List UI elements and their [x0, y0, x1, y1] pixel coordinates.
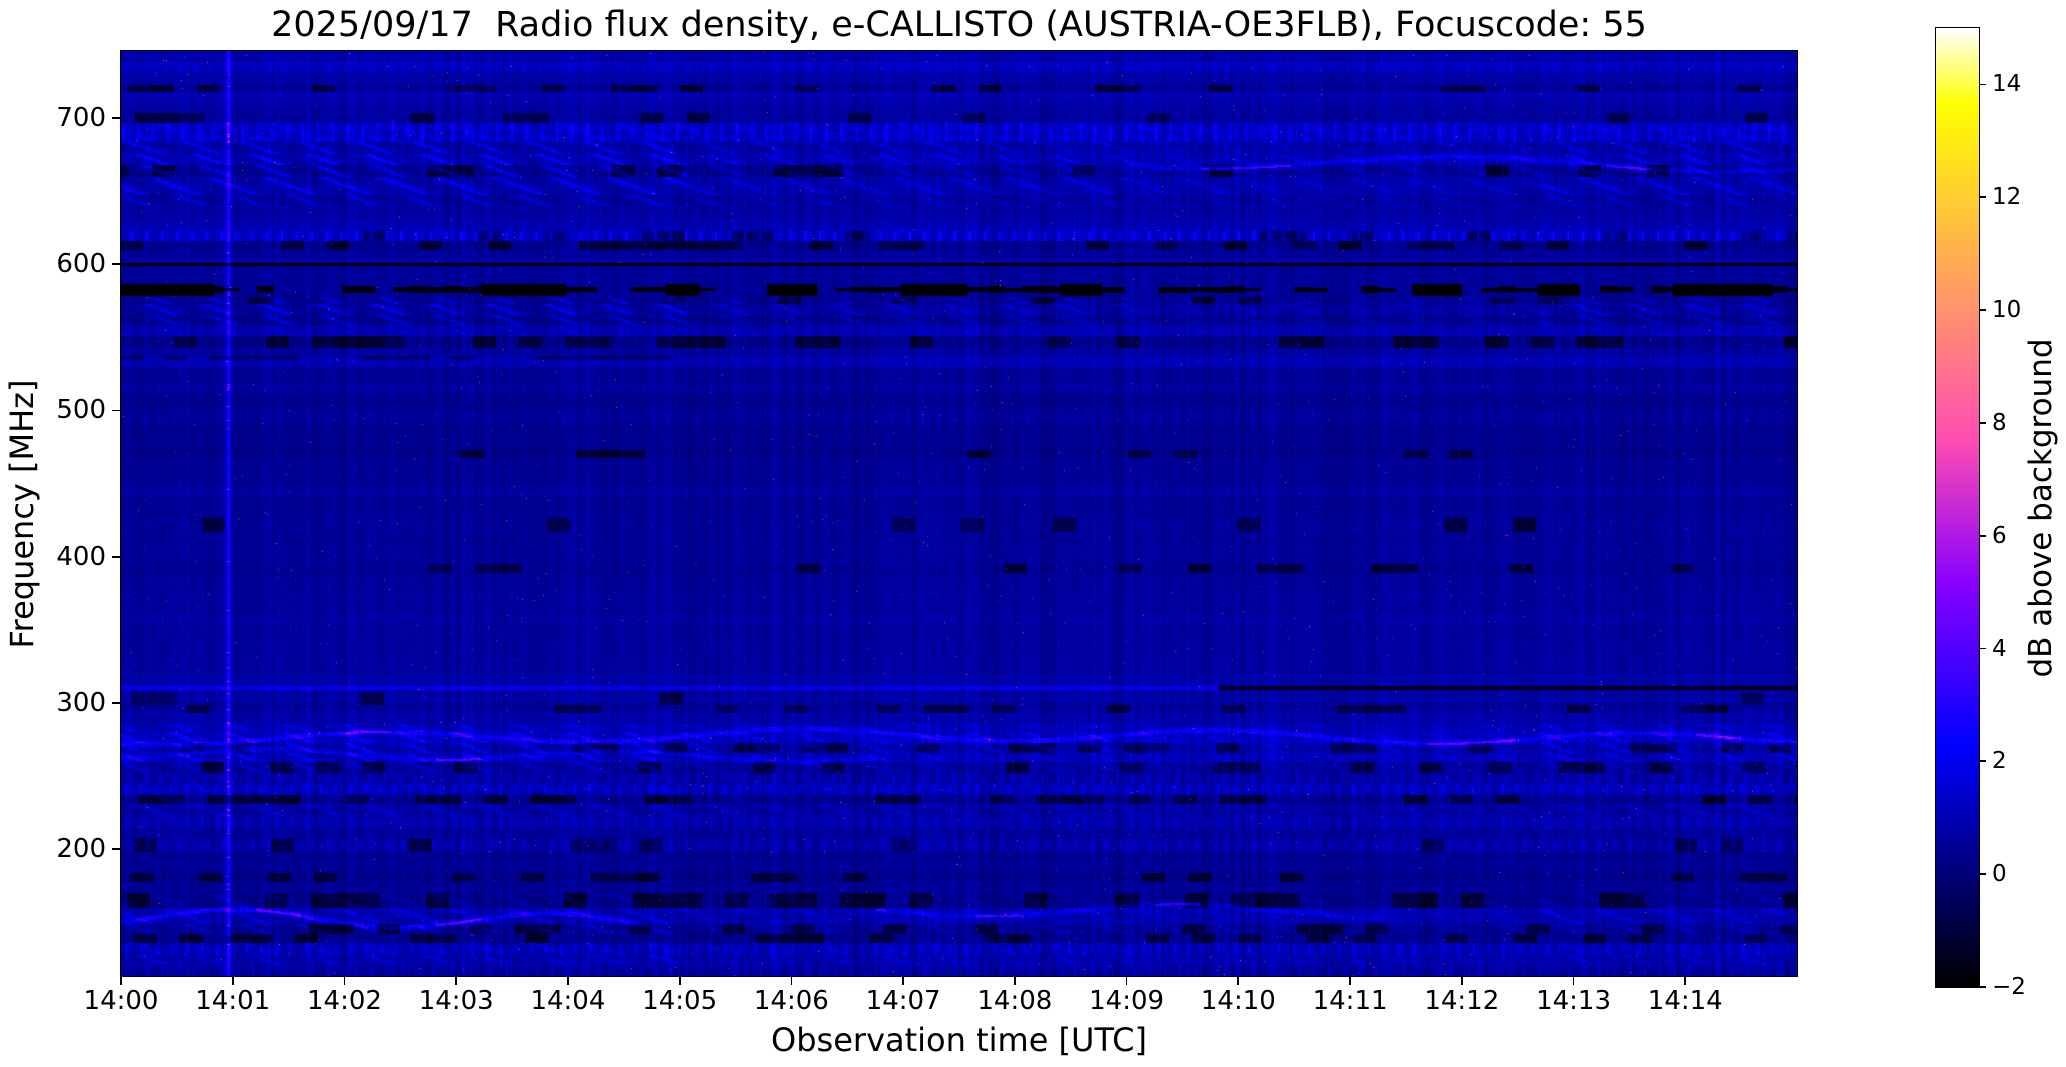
- chart-title: 2025/09/17 Radio flux density, e-CALLIST…: [271, 5, 1647, 45]
- x-tick-label: 14:12: [1424, 986, 1500, 1016]
- colorbar-tick-mark: [1979, 534, 1986, 537]
- y-tick-mark: [112, 409, 121, 412]
- x-tick-label: 14:11: [1312, 986, 1388, 1016]
- x-tick-mark: [567, 976, 569, 985]
- x-tick-label: 14:00: [83, 986, 159, 1016]
- y-tick-label: 700: [56, 103, 106, 134]
- y-tick-mark: [112, 701, 121, 704]
- colorbar-tick-mark: [1979, 196, 1986, 199]
- x-tick-label: 14:05: [642, 986, 718, 1016]
- x-tick-label: 14:13: [1536, 986, 1611, 1016]
- x-tick-mark: [1125, 976, 1128, 985]
- colorbar-tick-mark: [1979, 873, 1986, 876]
- y-tick-label: 300: [56, 687, 106, 718]
- x-tick-mark: [1013, 976, 1016, 985]
- x-tick-mark: [455, 976, 458, 985]
- colorbar-tick-label: 0: [1992, 861, 2007, 888]
- colorbar-gradient: [1936, 28, 1979, 987]
- colorbar-tick-label: 10: [1992, 297, 2022, 324]
- x-tick-label: 14:01: [195, 986, 271, 1016]
- y-tick-label: 400: [56, 541, 106, 572]
- x-tick-mark: [678, 976, 681, 985]
- y-tick-mark: [112, 263, 121, 266]
- x-tick-label: 14:09: [1089, 986, 1165, 1016]
- x-tick-mark: [343, 976, 346, 985]
- colorbar-tick-mark: [1979, 83, 1986, 86]
- y-tick-label: 500: [56, 395, 106, 426]
- x-tick-mark: [231, 976, 234, 985]
- x-tick-label: 14:03: [418, 986, 494, 1016]
- x-tick-mark: [1237, 976, 1240, 985]
- x-tick-mark: [1684, 976, 1687, 985]
- x-tick-mark: [1572, 976, 1575, 985]
- x-tick-mark: [1460, 976, 1463, 985]
- colorbar-tick-mark: [1979, 760, 1986, 763]
- spectrogram-heatmap: [121, 51, 1797, 976]
- x-tick-label: 14:02: [306, 986, 382, 1016]
- y-tick-mark: [112, 847, 121, 850]
- colorbar-tick-mark: [1979, 986, 1986, 988]
- colorbar-tick-label: 2: [1992, 748, 2007, 775]
- x-tick-label: 14:07: [865, 986, 941, 1016]
- y-tick-label: 600: [56, 249, 106, 280]
- colorbar-tick-mark: [1979, 309, 1986, 311]
- x-tick-label: 14:06: [753, 986, 829, 1016]
- colorbar-label: dB above background: [2023, 338, 2059, 678]
- y-tick-label: 200: [56, 833, 106, 864]
- y-axis-label: Frequency [MHz]: [3, 379, 41, 649]
- x-tick-label: 14:04: [530, 986, 606, 1016]
- x-tick-label: 14:10: [1200, 986, 1276, 1016]
- y-tick-mark: [112, 117, 121, 120]
- x-axis-label: Observation time [UTC]: [771, 1021, 1147, 1059]
- colorbar-tick-mark: [1979, 421, 1986, 424]
- x-tick-mark: [120, 976, 122, 985]
- colorbar-tick-label: 14: [1992, 71, 2022, 98]
- colorbar-tick-mark: [1979, 647, 1986, 650]
- colorbar-tick-label: 4: [1992, 635, 2007, 662]
- colorbar-tick-label: 6: [1992, 522, 2007, 549]
- colorbar-tick-label: 12: [1992, 184, 2022, 211]
- x-tick-mark: [902, 976, 905, 985]
- x-tick-label: 14:14: [1647, 986, 1723, 1016]
- x-tick-mark: [1349, 976, 1351, 985]
- colorbar-tick-label: 8: [1992, 409, 2007, 436]
- y-tick-mark: [112, 555, 121, 558]
- colorbar-tick-label: −2: [1992, 974, 2026, 1000]
- x-tick-label: 14:08: [977, 986, 1053, 1016]
- x-tick-mark: [790, 976, 793, 985]
